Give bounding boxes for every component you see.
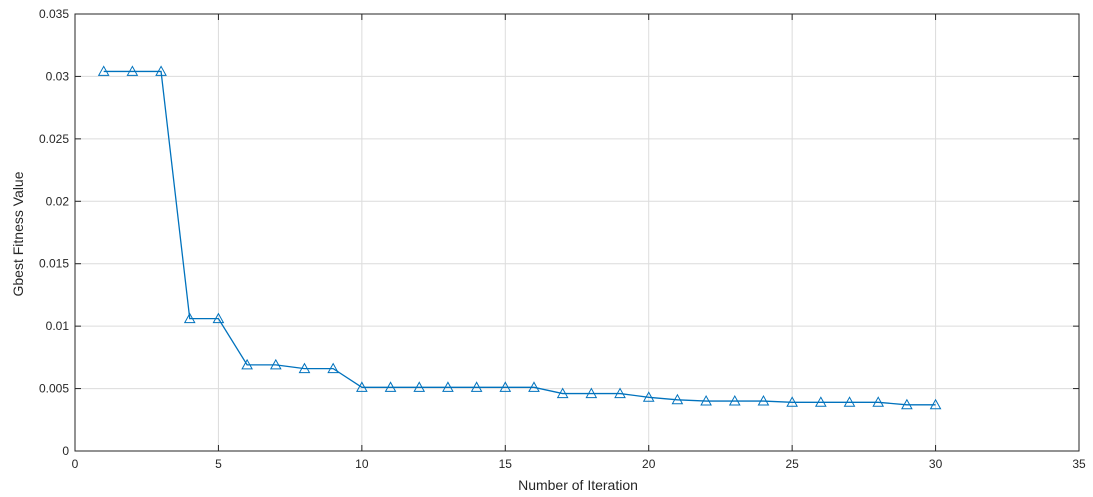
x-tick-label: 0: [72, 457, 79, 471]
y-tick-label: 0.005: [39, 382, 69, 396]
data-point-marker: [499, 381, 512, 392]
data-point-marker: [212, 312, 225, 324]
y-tick-label: 0.03: [46, 69, 70, 83]
data-point-marker: [183, 312, 196, 324]
y-axis-label: Gbest Fitness Value: [10, 171, 26, 296]
data-point-marker: [298, 362, 311, 374]
data-point-marker: [757, 395, 770, 406]
plot-frame: [74, 13, 1080, 452]
data-point-marker: [872, 396, 885, 407]
data-point-marker: [642, 391, 655, 402]
data-point-marker: [384, 381, 397, 392]
data-point-marker: [155, 65, 167, 76]
grid: [75, 14, 1079, 451]
data-point-marker: [269, 358, 282, 370]
y-tick-label: 0.02: [46, 194, 70, 208]
data-point-marker: [327, 362, 340, 374]
data-point-marker: [585, 387, 598, 399]
data-point-marker: [126, 65, 139, 76]
x-tick-label: 20: [642, 457, 656, 471]
data-point-marker: [671, 393, 684, 405]
y-tick-label: 0.01: [46, 319, 70, 333]
data-point-marker: [556, 387, 569, 399]
data-point-marker: [442, 381, 454, 392]
data-point-marker: [528, 381, 540, 392]
data-point-marker: [413, 381, 426, 392]
data-point-marker: [843, 396, 856, 407]
data-point-marker: [901, 398, 913, 410]
data-point-marker: [614, 387, 626, 399]
y-tick-label: 0.035: [39, 7, 69, 21]
data-point-marker: [241, 358, 253, 370]
x-axis-label: Number of Iteration: [518, 477, 638, 493]
data-point-marker: [470, 381, 483, 392]
data-point-marker: [728, 395, 741, 406]
x-tick-label: 35: [1072, 457, 1086, 471]
y-tick-label: 0.015: [39, 257, 69, 271]
x-tick-label: 25: [785, 457, 799, 471]
data-point-marker: [97, 65, 110, 76]
data-point-marker: [786, 396, 798, 407]
series-line: [103, 70, 936, 406]
data-point-marker: [929, 398, 942, 410]
series: [97, 65, 942, 410]
x-tick-label: 5: [215, 457, 222, 471]
x-tick-label: 15: [499, 457, 513, 471]
data-point-marker: [814, 396, 827, 407]
y-tick-label: 0.025: [39, 132, 69, 146]
data-point-marker: [700, 395, 712, 406]
data-point-marker: [356, 381, 368, 392]
y-tick-label: 0: [62, 444, 69, 458]
x-tick-label: 30: [929, 457, 943, 471]
x-tick-label: 10: [355, 457, 369, 471]
axes: [74, 13, 1080, 452]
tick-labels: 0 5 10 15 20 25 30 35 0 0.005 0.01 0.015 0.02 0.025 0.…: [39, 7, 1086, 471]
